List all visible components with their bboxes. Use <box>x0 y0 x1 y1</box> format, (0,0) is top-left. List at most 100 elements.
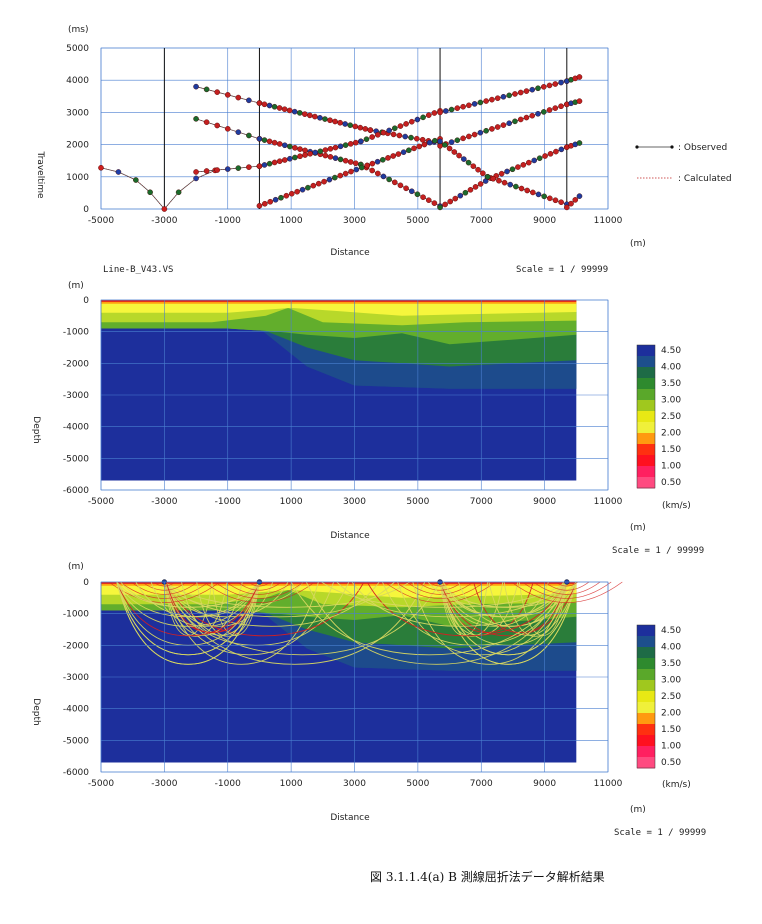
traveltime-observed-point <box>515 164 521 170</box>
traveltime-y-unit: (ms) <box>68 25 88 35</box>
raypath-colorbar-band <box>637 735 655 747</box>
raypath-colorbar-label: 4.50 <box>661 626 681 636</box>
traveltime-observed-point <box>261 162 268 168</box>
traveltime-observed-point <box>402 133 409 140</box>
traveltime-observed-point <box>327 117 333 124</box>
raypath-ray <box>290 581 568 656</box>
raypath-colorbar-band <box>637 647 655 659</box>
velocity-colorbar-band <box>637 400 655 412</box>
traveltime-observed-point <box>347 159 354 165</box>
traveltime-observed-point <box>358 138 364 145</box>
traveltime-observed-point <box>457 192 464 199</box>
traveltime-observed-point <box>327 146 334 152</box>
raypath-near-ray <box>203 581 316 603</box>
legend-calculated-label: : Calculated <box>678 174 732 184</box>
traveltime-calculated-line <box>566 195 580 208</box>
traveltime-observed-point <box>442 142 448 148</box>
traveltime-observed-point <box>531 157 538 164</box>
traveltime-observed-point <box>363 136 370 142</box>
raypath-ray <box>211 581 260 636</box>
raypath-ray <box>439 581 577 656</box>
traveltime-observed-point <box>307 150 313 157</box>
raypath-colorbar-frame <box>636 624 656 769</box>
traveltime-observed-point <box>483 127 489 134</box>
raypath-colorbar-band <box>637 636 655 648</box>
traveltime-observed-point <box>425 112 432 118</box>
traveltime-observed-point <box>342 157 349 164</box>
traveltime-observed-point <box>509 166 516 173</box>
traveltime-observed-point <box>294 188 300 195</box>
raypath-near-ray <box>522 581 612 599</box>
traveltime-observed-point <box>302 152 308 158</box>
legend-observed-marker <box>635 145 639 149</box>
velocity-colorbar-band <box>637 378 655 390</box>
traveltime-observed-point <box>576 74 583 80</box>
traveltime-observed-point <box>576 98 583 104</box>
traveltime-observed-point <box>235 165 242 171</box>
traveltime-observed-point <box>572 197 579 203</box>
traveltime-observed-point <box>448 106 455 113</box>
traveltime-observed-point <box>518 185 525 192</box>
traveltime-observed-point <box>332 144 339 151</box>
velocity-x-tick-label: 7000 <box>470 497 493 507</box>
traveltime-observed-point <box>332 174 338 181</box>
traveltime-observed-point <box>246 164 252 170</box>
traveltime-observed-point <box>542 153 548 159</box>
traveltime-observed-point <box>432 137 438 144</box>
raypath-rays <box>108 579 623 665</box>
raypath-ray <box>163 581 274 627</box>
raypath-layer-fill <box>101 582 577 584</box>
traveltime-observed-point <box>386 176 392 183</box>
velocity-colorbar-band <box>637 411 655 423</box>
traveltime-observed-point <box>451 149 458 155</box>
velocity-y-tick-label: -3000 <box>63 391 89 401</box>
traveltime-observed-point <box>494 95 501 102</box>
raypath-layer-fill <box>101 582 577 598</box>
traveltime-observed-point <box>224 166 231 172</box>
traveltime-observed-point <box>471 131 478 138</box>
traveltime-x-tick-label: 9000 <box>533 216 556 226</box>
traveltime-x-tick-label: 5000 <box>406 216 429 226</box>
traveltime-observed-point <box>235 94 242 101</box>
traveltime-observed-point <box>408 118 415 125</box>
raypath-near-ray <box>428 581 452 587</box>
velocity-colorbar-unit: (km/s) <box>662 501 691 511</box>
raypath-near-ray <box>225 581 293 595</box>
traveltime-observed-point <box>326 176 333 183</box>
raypath-tick-labels: -5000 -3000 -1000 1000 3000 5000 7000 9000 11000… <box>63 578 623 789</box>
traveltime-observed-point <box>448 139 455 145</box>
raypath-colorbar-label: 1.50 <box>661 725 681 735</box>
traveltime-observed-point <box>425 197 432 203</box>
raypath-ray <box>164 581 304 608</box>
traveltime-x-tick-label: 1000 <box>280 216 303 226</box>
raypath-colorbar-band <box>637 702 655 714</box>
traveltime-x-tick-label: -5000 <box>88 216 114 226</box>
traveltime-observed-point <box>302 111 308 117</box>
traveltime-observed-point <box>214 167 220 173</box>
traveltime-observed-point <box>337 119 343 126</box>
traveltime-observed-point <box>437 138 443 145</box>
traveltime-observed-point <box>475 166 481 173</box>
traveltime-grid <box>100 47 609 210</box>
traveltime-y-tick-label: 4000 <box>66 76 89 86</box>
raypath-ray <box>336 581 568 618</box>
traveltime-observed-point <box>461 156 467 162</box>
traveltime-y-tick-label: 3000 <box>66 108 89 118</box>
traveltime-observed-point <box>369 134 375 140</box>
raypath-ray <box>427 581 568 608</box>
traveltime-observed-point <box>576 193 583 199</box>
traveltime-observed-point <box>471 101 478 107</box>
traveltime-observed-point <box>576 140 583 146</box>
traveltime-observed-point <box>390 131 397 138</box>
traveltime-y-tick-label: 5000 <box>66 44 89 54</box>
velocity-x-unit: (m) <box>630 523 646 533</box>
traveltime-y-label: Traveltime <box>35 150 45 199</box>
traveltime-observed-point <box>342 170 349 177</box>
traveltime-observed-point <box>288 190 295 197</box>
traveltime-observed-point <box>403 121 409 127</box>
velocity-colorbar-band <box>637 455 655 467</box>
traveltime-observed-point <box>292 145 298 151</box>
traveltime-observed-point <box>546 107 553 113</box>
traveltime-observed-point <box>342 142 349 148</box>
velocity-x-tick-label: -3000 <box>151 497 177 507</box>
